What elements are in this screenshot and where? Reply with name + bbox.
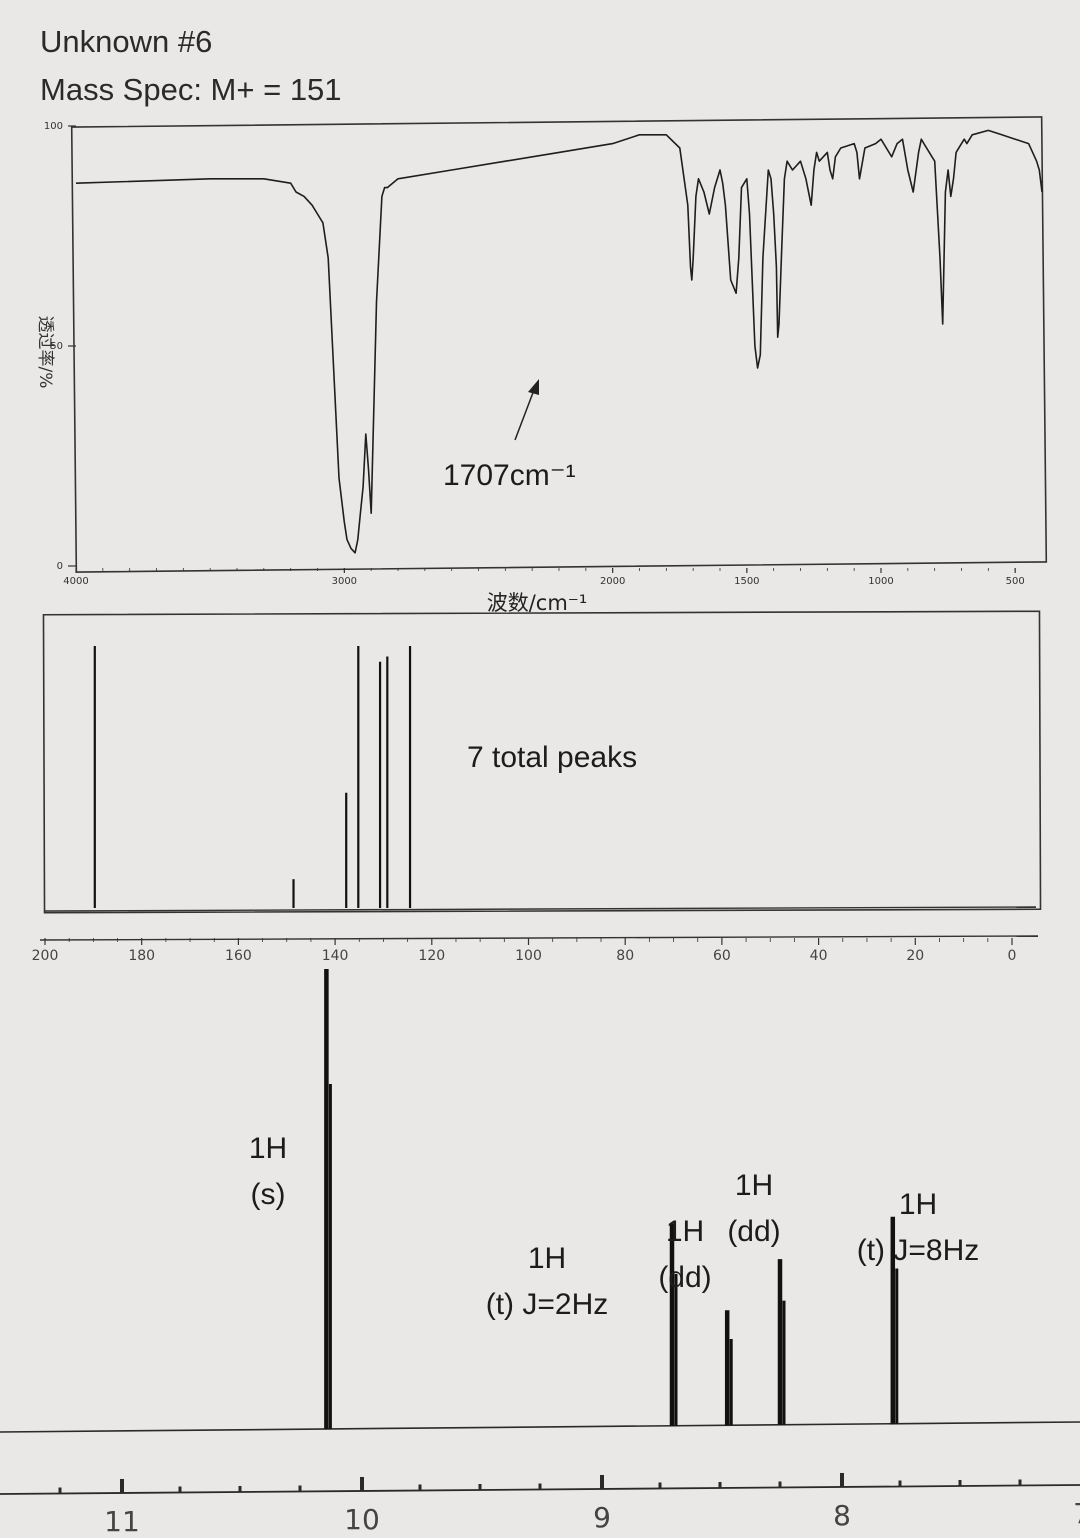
h1-peak-labels: 1H (s) 1H (t) J=2Hz 1H (dd) 1H (dd) 1H (t) J=8Hz [249, 1132, 979, 1321]
ir-x-tick-label: 4000 [63, 576, 88, 587]
ir-y-label: 透过率/% [35, 316, 55, 389]
c13-x-tick-label: 140 [322, 948, 349, 964]
h1-x-tick-label: 7 [1073, 1497, 1080, 1530]
h1-x-tick-label: 11 [104, 1505, 140, 1538]
ir-x-tick-label: 2000 [600, 576, 625, 587]
ir-x-tick-label: 3000 [332, 576, 357, 587]
c13-x-tick-label: 20 [906, 948, 924, 964]
c13-x-tick-label: 200 [32, 948, 59, 964]
h1-x-axis: 11 10 9 8 7 [60, 1471, 1080, 1538]
ir-x-label: 波数/cm⁻¹ [487, 591, 588, 615]
h1-peak-label: (dd) [658, 1261, 711, 1294]
ir-x-tick-label: 1500 [734, 576, 759, 587]
ir-x-tick-label: 500 [1006, 576, 1025, 587]
c13-x-tick-label: 40 [810, 948, 828, 964]
h1-peak-label: 1H [735, 1169, 773, 1202]
h1-x-tick-label: 9 [593, 1501, 611, 1534]
c13-x-tick-label: 60 [713, 948, 731, 964]
c13-x-tick-label: 180 [128, 948, 155, 964]
h1-peak-label: (dd) [727, 1215, 780, 1248]
h1-peak-label: (s) [251, 1178, 286, 1211]
c13-x-tick-label: 0 [1008, 948, 1017, 964]
h1-peak-label: 1H [249, 1132, 287, 1165]
h1-nmr-spectrum: 11 10 9 8 7 1H (s) 1H (t) J=2Hz 1H (dd) 1H (dd) 1H (t… [0, 969, 1080, 1538]
h1-baseline [0, 1422, 1080, 1432]
h1-peak-label: 1H [528, 1242, 566, 1275]
ir-y-tick-label: 0 [57, 561, 63, 572]
annotation-arrow-head [528, 379, 539, 395]
h1-peaks [326, 969, 896, 1429]
ir-plot-frame [72, 117, 1047, 572]
c13-x-tick-label: 80 [616, 948, 634, 964]
c13-x-tick-label: 120 [418, 948, 445, 964]
c13-peaks [95, 646, 410, 908]
ir-y-tick-label: 100 [44, 121, 63, 132]
c13-nmr-spectrum: 200 180 160 140 120 100 80 60 40 20 0 7 total peak… [32, 611, 1041, 964]
c13-x-axis: 200 180 160 140 120 100 80 60 40 20 0 [32, 938, 1017, 964]
h1-peak-label: 1H [666, 1215, 704, 1248]
h1-x-tick-label: 10 [344, 1503, 380, 1536]
h1-peak-label: 1H [899, 1188, 937, 1221]
c13-x-tick-label: 100 [515, 948, 542, 964]
h1-x-tick-label: 8 [833, 1499, 851, 1532]
h1-peak-label: (t) J=2Hz [486, 1288, 609, 1321]
ir-carbonyl-annotation: 1707cm⁻¹ [443, 459, 576, 492]
h1-peak-label: (t) J=8Hz [857, 1234, 980, 1267]
c13-x-tick-label: 160 [225, 948, 252, 964]
ir-x-tick-label: 1000 [868, 576, 893, 587]
c13-peak-count-annotation: 7 total peaks [467, 741, 637, 774]
annotation-arrow-shaft [515, 390, 534, 440]
